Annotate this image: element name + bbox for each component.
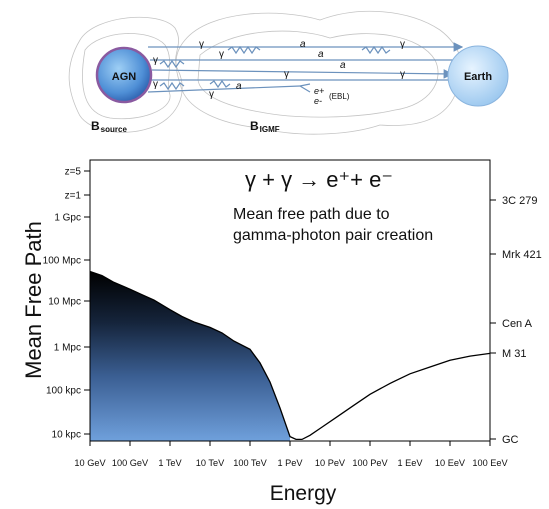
x-tick-label: 10 EeV xyxy=(435,458,466,468)
x-tick-label: 1 PeV xyxy=(277,458,303,468)
y-tick-label-left: z=1 xyxy=(65,191,82,202)
y-tick-label-left: 100 Mpc xyxy=(43,256,81,267)
electron-label: a xyxy=(318,49,324,60)
equation: γ + γ → e⁺+ e⁻ xyxy=(245,167,393,192)
earth-label: Earth xyxy=(464,71,492,83)
pair-label-neg: e- xyxy=(314,96,322,106)
source-field-lines xyxy=(68,16,183,133)
y-tick-label-left: 10 Mpc xyxy=(48,297,81,308)
x-tick-label: 10 PeV xyxy=(315,458,346,468)
electron-label: a xyxy=(340,60,346,71)
pair-label-pos: e+ xyxy=(314,86,324,96)
y-tick-label-right: Cen A xyxy=(502,318,533,330)
gamma-label: γ xyxy=(400,39,405,50)
b-source-label: Bsource xyxy=(91,119,127,134)
y-tick-label-left: 10 kpc xyxy=(52,430,81,441)
propagation-diagram: AGN Earth γ γ γ γ γ γ γ γ a a a a e+ (EB… xyxy=(68,10,509,135)
electron-label: a xyxy=(236,81,242,92)
x-tick-label: 100 GeV xyxy=(112,458,149,468)
gamma-label: γ xyxy=(209,89,214,100)
agn-label: AGN xyxy=(112,71,137,83)
y-tick-label-left: z=5 xyxy=(65,167,82,178)
earth-node xyxy=(447,45,509,107)
y-tick-label-right: M 31 xyxy=(502,348,526,360)
y-tick-label-right: GC xyxy=(502,434,519,446)
x-tick-label: 1 EeV xyxy=(397,458,423,468)
y-tick-label-left: 100 kpc xyxy=(46,386,81,397)
y-tick-label-left: 1 Mpc xyxy=(54,343,81,354)
x-axis: 10 GeV 100 GeV 1 TeV 10 TeV 100 TeV 1 PeV 10 P… xyxy=(74,441,508,468)
y-axis-label: Mean Free Path xyxy=(21,221,46,379)
gamma-label: γ xyxy=(219,49,224,60)
y-axis-left: z=5 z=1 1 Gpc 100 Mpc 10 Mpc 1 Mpc 100 kpc 10 k… xyxy=(43,167,90,441)
x-tick-label: 100 TeV xyxy=(233,458,267,468)
electron-label: a xyxy=(300,39,306,50)
pair-label-ebl: (EBL) xyxy=(329,92,350,101)
photon-beams xyxy=(147,42,464,93)
x-axis-label: Energy xyxy=(270,482,337,505)
b-igmf-label: BIGMF xyxy=(250,119,280,134)
annotation-line-2: gamma-photon pair creation xyxy=(233,227,433,244)
y-tick-label-right: Mrk 421 xyxy=(502,249,542,261)
x-tick-label: 10 TeV xyxy=(196,458,225,468)
gamma-label: γ xyxy=(153,55,158,66)
x-tick-label: 100 PeV xyxy=(352,458,388,468)
agn-node xyxy=(95,46,153,104)
y-tick-label-right: 3C 279 xyxy=(502,195,537,207)
gamma-label: γ xyxy=(153,79,158,90)
mean-free-path-curve xyxy=(89,270,491,441)
x-tick-label: 100 EeV xyxy=(472,458,508,468)
annotation-line-1: Mean free path due to xyxy=(233,206,390,223)
igmf-field-lines xyxy=(175,10,463,135)
x-tick-label: 10 GeV xyxy=(74,458,106,468)
mean-free-path-area xyxy=(90,271,290,441)
gamma-label: γ xyxy=(400,69,405,80)
gamma-label: γ xyxy=(284,69,289,80)
y-tick-label-left: 1 Gpc xyxy=(54,213,81,224)
y-axis-right: 3C 279 Mrk 421 Cen A M 31 GC xyxy=(490,195,542,446)
mean-free-path-plot: z=5 z=1 1 Gpc 100 Mpc 10 Mpc 1 Mpc 100 kpc 10 k… xyxy=(21,159,542,505)
x-tick-label: 1 TeV xyxy=(158,458,182,468)
gamma-label: γ xyxy=(199,39,204,50)
